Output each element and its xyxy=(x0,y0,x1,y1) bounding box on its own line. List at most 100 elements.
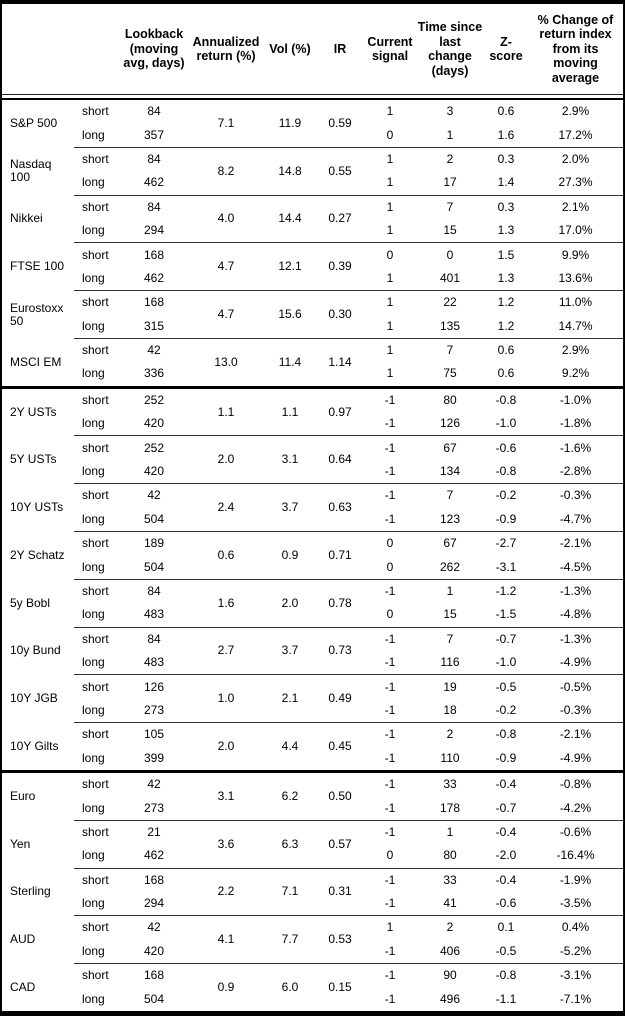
leg-label: short xyxy=(74,626,120,651)
leg-label: short xyxy=(82,104,109,119)
time-since-change-value: 80 xyxy=(416,385,484,413)
asset-name: Sterling xyxy=(10,884,51,899)
current-signal-value: -1 xyxy=(384,655,396,670)
lookback-value: 420 xyxy=(143,416,165,431)
asset-name: 10Y USTs xyxy=(10,500,64,515)
ir-value: 0.50 xyxy=(316,769,364,821)
zscore-value: 1.3 xyxy=(497,223,515,238)
current-signal-value: 1 xyxy=(364,337,416,363)
table-row: long 357 0 1 1.6 17.2% xyxy=(2,123,623,147)
lookback-value: 126 xyxy=(120,674,188,699)
time-since-change-value: 2 xyxy=(416,722,484,747)
col-header-annualized-return: Annualized return (%) xyxy=(192,34,260,64)
leg-label: long xyxy=(82,511,105,526)
lookback-value: 504 xyxy=(143,559,165,574)
asset-name: 2Y Schatz xyxy=(10,547,65,562)
zscore-value: 0.3 xyxy=(484,146,528,172)
table-row: 5y Bobl short 84 1.6 2.0 0.78 -1 1 -1.2 -1.3% xyxy=(2,578,623,628)
vol-value: 7.7 xyxy=(264,915,316,964)
table-row: Sterling short 168 2.2 7.1 0.31 -1 33 -0.4 -1.9% xyxy=(2,867,623,916)
ir-value: 0.31 xyxy=(316,867,364,916)
lookback-value: 420 xyxy=(143,943,165,958)
pct-change-value: 14.7% xyxy=(558,318,593,333)
current-signal-value: 0 xyxy=(386,127,394,142)
lookback-value: 84 xyxy=(120,626,188,651)
pct-change-value: -2.1% xyxy=(528,722,623,747)
leg-label: long xyxy=(82,416,105,431)
leg-label: short xyxy=(74,722,120,747)
pct-change-value: 0.4% xyxy=(528,915,623,940)
zscore-value: -0.6 xyxy=(484,435,528,460)
zscore-value: -1.0 xyxy=(495,416,517,431)
pct-change-value: -5.2% xyxy=(559,943,592,958)
leg-label: long xyxy=(82,270,105,285)
time-since-change-value: 2 xyxy=(416,146,484,172)
lookback-value: 483 xyxy=(143,655,165,670)
lookback-value: 84 xyxy=(120,146,188,172)
table-row: 10Y USTs short 42 2.4 3.7 0.63 -1 7 -0.2 -0.3% xyxy=(2,483,623,532)
current-signal-value: 1 xyxy=(364,146,416,172)
pct-change-value: -1.9% xyxy=(528,867,623,892)
current-signal-value: 1 xyxy=(364,194,416,219)
time-since-change-value: 262 xyxy=(439,559,461,574)
pct-change-value: -1.0% xyxy=(528,385,623,413)
vol-value: 7.1 xyxy=(264,867,316,916)
col-header-vol: Vol (%) xyxy=(269,41,311,56)
lookback-value: 168 xyxy=(120,290,188,315)
current-signal-value: -1 xyxy=(364,385,416,413)
zscore-value: 1.3 xyxy=(497,270,515,285)
lookback-value: 42 xyxy=(120,483,188,508)
asset-name: 10y Bund xyxy=(10,643,61,658)
zscore-value: 1.5 xyxy=(484,242,528,267)
annualized-return-value: 0.9 xyxy=(188,963,264,1011)
table-row: long 504 0 262 -3.1 -4.5% xyxy=(2,555,623,579)
lookback-value: 357 xyxy=(143,127,165,142)
vol-value: 2.1 xyxy=(264,674,316,723)
leg-label: short xyxy=(74,769,120,797)
leg-label: long xyxy=(82,318,105,333)
leg-label: short xyxy=(74,242,120,267)
zscore-value: -0.5 xyxy=(495,943,517,958)
zscore-value: -0.5 xyxy=(484,674,528,699)
ir-value: 0.78 xyxy=(316,578,364,628)
pct-change-value: -4.2% xyxy=(559,800,592,815)
pct-change-value: 9.9% xyxy=(528,242,623,267)
zscore-value: 0.3 xyxy=(484,194,528,219)
table-row: Yen short 21 3.6 6.3 0.57 -1 1 -0.4 -0.6% xyxy=(2,819,623,868)
leg-label: long xyxy=(82,655,105,670)
vol-value: 4.4 xyxy=(264,722,316,772)
vol-value: 12.1 xyxy=(264,242,316,291)
table-row: FTSE 100 short 168 4.7 12.1 0.39 0 0 1.5 9.9% xyxy=(2,242,623,291)
current-signal-value: -1 xyxy=(364,578,416,604)
asset-name: 10Y JGB xyxy=(10,691,58,706)
pct-change-value: -3.5% xyxy=(559,896,592,911)
zscore-value: -2.0 xyxy=(495,848,517,863)
momentum-signals-table: Lookback (moving avg, days) Annualized r… xyxy=(2,4,623,1011)
time-since-change-value: 126 xyxy=(439,416,461,431)
time-since-change-value: 7 xyxy=(416,483,484,508)
current-signal-value: 1 xyxy=(386,318,394,333)
table-row: long 315 1 135 1.2 14.7% xyxy=(2,315,623,339)
zscore-value: 1.2 xyxy=(484,290,528,315)
current-signal-value: -1 xyxy=(364,819,416,845)
zscore-value: 1.4 xyxy=(497,175,515,190)
table-row: long 420 -1 134 -0.8 -2.8% xyxy=(2,460,623,484)
leg-label: long xyxy=(82,127,105,142)
current-signal-value: -1 xyxy=(364,722,416,747)
current-signal-value: 0 xyxy=(364,242,416,267)
lookback-value: 462 xyxy=(143,270,165,285)
lookback-value: 168 xyxy=(120,242,188,267)
pct-change-value: -0.6% xyxy=(528,819,623,845)
ir-value: 0.15 xyxy=(316,963,364,1011)
time-since-change-value: 178 xyxy=(439,800,461,815)
annualized-return-value: 2.0 xyxy=(188,435,264,484)
pct-change-value: -2.1% xyxy=(528,531,623,556)
ir-value: 0.63 xyxy=(316,483,364,532)
asset-name: 2Y USTs xyxy=(2,385,74,436)
zscore-value: -0.9 xyxy=(495,750,517,765)
zscore-value: -2.7 xyxy=(484,531,528,556)
table-row: long 399 -1 110 -0.9 -4.9% xyxy=(2,747,623,772)
ir-value: 0.57 xyxy=(316,819,364,868)
pct-change-value: 2.1% xyxy=(528,194,623,219)
ir-value: 0.59 xyxy=(328,115,352,130)
